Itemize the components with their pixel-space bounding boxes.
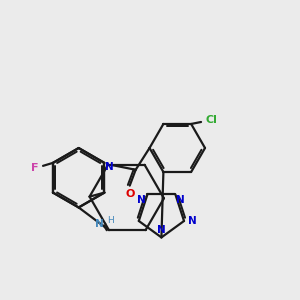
Text: N: N <box>104 162 113 172</box>
Text: N: N <box>95 219 104 229</box>
Text: F: F <box>31 163 39 173</box>
Text: N: N <box>188 216 196 226</box>
Text: N: N <box>176 195 185 205</box>
Text: N: N <box>157 226 166 236</box>
Text: N: N <box>137 195 146 205</box>
Text: O: O <box>125 189 134 199</box>
Text: Cl: Cl <box>205 115 217 125</box>
Text: H: H <box>107 216 113 225</box>
